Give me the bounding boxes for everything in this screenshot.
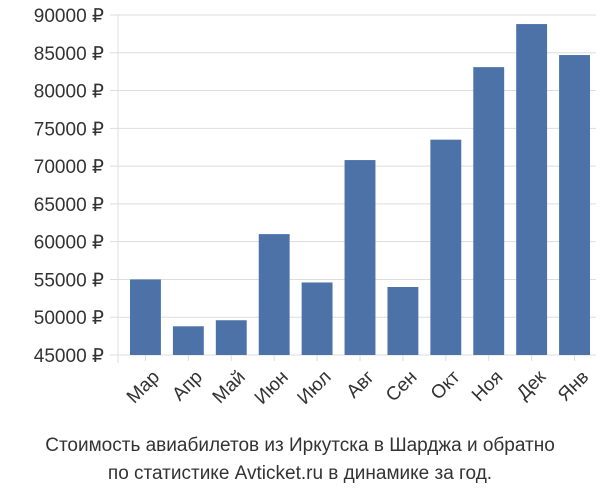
- x-tick-label: Авг: [343, 367, 379, 403]
- bar-chart: 45000 ₽ 50000 ₽ 55000 ₽ 60000 ₽ 65000 ₽ 70000…: [34, 6, 596, 409]
- bar-2: [172, 326, 204, 355]
- bar-8: [430, 139, 462, 355]
- y-tick-label: 75000 ₽: [34, 119, 104, 140]
- y-axis-ticks: 45000 ₽ 50000 ₽ 55000 ₽ 60000 ₽ 65000 ₽ 70000…: [34, 6, 104, 367]
- x-tick-label: Ноя: [468, 367, 507, 406]
- chart-caption-line-2: по статистике Avticket.ru в динамике за …: [107, 463, 493, 484]
- y-tick-label: 70000 ₽: [34, 157, 104, 178]
- x-tick-label: Окт: [427, 367, 465, 405]
- y-tick-label: 55000 ₽: [34, 270, 104, 291]
- x-tick-label: Май: [209, 367, 250, 408]
- bar-layer: [130, 24, 590, 356]
- x-tick-label: Июл: [294, 367, 336, 409]
- x-tick-label: Апр: [168, 367, 207, 406]
- y-tick-label: 50000 ₽: [34, 308, 104, 329]
- x-tick-label: Мар: [123, 367, 164, 408]
- x-axis-ticks: Мар Апр Май Июн Июл Авг Сен Окт Ноя Дек Янв: [123, 366, 593, 409]
- y-tick-label: 85000 ₽: [34, 44, 104, 65]
- bar-6: [344, 160, 376, 355]
- y-tick-label: 45000 ₽: [34, 346, 104, 367]
- x-tick-label: Дек: [513, 366, 551, 404]
- y-tick-label: 80000 ₽: [34, 82, 104, 103]
- x-tick-label: Сен: [382, 367, 421, 406]
- bar-4: [258, 234, 290, 355]
- bar-5: [301, 282, 333, 355]
- y-tick-label: 65000 ₽: [34, 195, 104, 216]
- chart-caption-line-1: Стоимость авиабилетов из Иркутска в Шард…: [45, 435, 555, 456]
- bar-1: [130, 279, 161, 355]
- bar-9: [473, 67, 505, 355]
- y-tick-label: 60000 ₽: [34, 233, 104, 254]
- bar-7: [387, 287, 419, 355]
- bar-3: [215, 320, 247, 355]
- x-tick-label: Июн: [251, 367, 293, 409]
- bar-11: [559, 55, 590, 356]
- x-tick-label: Янв: [554, 367, 593, 406]
- y-tick-label: 90000 ₽: [34, 6, 104, 27]
- bar-10: [516, 24, 548, 356]
